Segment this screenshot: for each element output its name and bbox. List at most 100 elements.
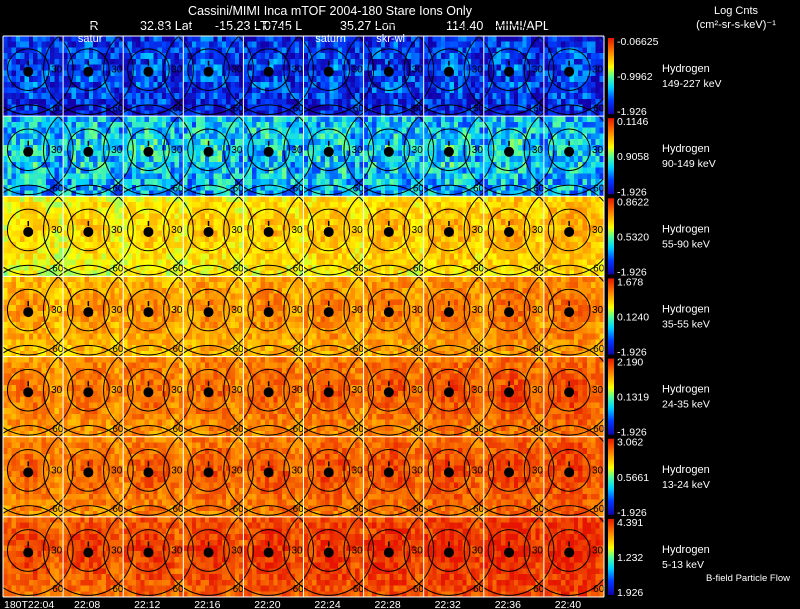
contour-30-circle (6, 128, 50, 172)
saturn-marker (203, 146, 214, 157)
contour-60-circle (163, 424, 254, 516)
contour-label-60: 60 (353, 183, 365, 194)
contour-label-60: 60 (533, 103, 545, 114)
contour-30-circle (127, 48, 170, 91)
contour-30-circle (427, 288, 471, 332)
contour-label-60: 60 (293, 264, 305, 275)
colorbar-max-label: 4.391 (617, 517, 643, 529)
contour-30-circle (67, 529, 110, 572)
contour-label-30: 30 (291, 145, 303, 156)
contour-label-60: 60 (293, 183, 305, 194)
saturn-marker (23, 307, 34, 318)
contour-30-circle (427, 529, 471, 572)
colorbar-min-label: -1.926 (617, 106, 647, 118)
contour-30-circle (67, 128, 110, 172)
row-species-label: Hydrogen (662, 304, 710, 316)
contour-60-circle (163, 505, 254, 596)
contour-label-30: 30 (592, 65, 604, 76)
contour-30-circle (307, 368, 351, 412)
contour-label-60: 60 (593, 264, 605, 275)
contour-label-30: 30 (352, 145, 364, 156)
time-axis-label: 180T22:04 (4, 599, 54, 609)
contour-label-60: 60 (593, 584, 605, 595)
contour-30-circle (367, 449, 411, 492)
colorbar-max-label: -0.06625 (617, 36, 659, 48)
contour-label-30: 30 (412, 225, 424, 236)
contour-60-circle (163, 24, 254, 116)
header-credit: MIMI/APL (495, 19, 550, 33)
contour-60-circle (403, 344, 495, 436)
contour-30-circle (427, 208, 471, 252)
colorbar (608, 438, 614, 515)
contour-label-30: 30 (532, 65, 544, 76)
contour-60-circle (523, 264, 615, 356)
colorbars: -0.06625-0.9962-1.9260.11460.9058-1.9260… (608, 36, 659, 599)
colorbar-mid-label: 1.232 (617, 552, 643, 564)
contour-60-circle (343, 424, 435, 516)
colorbar (608, 118, 614, 195)
contour-label-60: 60 (473, 504, 485, 515)
contour-60-circle (463, 344, 555, 436)
contour-label-60: 60 (593, 344, 605, 355)
saturn-marker (383, 66, 394, 77)
colorbar-min-label: -1.926 (617, 266, 647, 278)
contour-60-circle (103, 184, 194, 276)
contour-label-30: 30 (171, 465, 183, 476)
contour-label-30: 30 (111, 225, 123, 236)
time-axis-label: 22:16 (194, 599, 220, 609)
contour-label-30: 30 (532, 305, 544, 316)
saturn-marker (83, 467, 94, 478)
contour-label-60: 60 (112, 344, 124, 355)
contour-label-60: 60 (413, 584, 425, 595)
contour-label-60: 60 (353, 504, 365, 515)
contour-label-60: 60 (233, 504, 245, 515)
saturn-marker (263, 146, 274, 157)
saturn-marker (443, 66, 454, 77)
contour-60-circle (403, 264, 495, 356)
contour-30-circle (6, 288, 50, 332)
saturn-marker (23, 547, 34, 558)
contour-60-circle (283, 24, 375, 116)
contour-label-60: 60 (413, 264, 425, 275)
row-species-label: Hydrogen (662, 464, 710, 476)
contour-30-circle (247, 208, 290, 252)
contour-30-circle (547, 288, 591, 332)
contour-30-circle (487, 48, 531, 91)
contour-label-60: 60 (112, 103, 124, 114)
row-energy-label: 35-55 keV (662, 319, 710, 331)
saturn-marker (23, 146, 34, 157)
contour-60-circle (163, 344, 254, 436)
saturn-marker (383, 547, 394, 558)
contour-label-60: 60 (353, 344, 365, 355)
contour-60-circle (403, 184, 495, 276)
contour-label-30: 30 (532, 465, 544, 476)
contour-label-30: 30 (412, 65, 424, 76)
colorbar-mid-label: 0.5320 (617, 231, 649, 243)
contour-60-circle (0, 344, 74, 436)
colorbar-max-label: 0.1146 (617, 116, 648, 128)
contour-30-circle (427, 128, 471, 172)
saturn-marker (83, 307, 94, 318)
contour-label-30: 30 (51, 145, 63, 156)
contour-label-30: 30 (352, 65, 364, 76)
contour-60-circle (343, 104, 435, 196)
contour-label-30: 30 (111, 145, 123, 156)
contour-60-circle (103, 104, 194, 196)
saturn-marker (263, 226, 274, 237)
saturn-marker (383, 467, 394, 478)
contour-60-circle (0, 425, 74, 516)
saturn-marker (83, 146, 94, 157)
contour-30-circle (6, 529, 50, 572)
saturn-marker (83, 387, 94, 398)
contour-30-circle (6, 208, 50, 252)
contour-label-30: 30 (412, 145, 424, 156)
contour-30-circle (187, 368, 230, 412)
time-axis-label: 22:20 (254, 599, 280, 609)
contour-label-30: 30 (352, 385, 364, 396)
saturn-marker (143, 146, 154, 157)
contour-30-circle (187, 288, 230, 332)
saturn-marker (143, 226, 154, 237)
header-time: 0745 L (264, 19, 302, 33)
contour-label-60: 60 (473, 424, 485, 435)
